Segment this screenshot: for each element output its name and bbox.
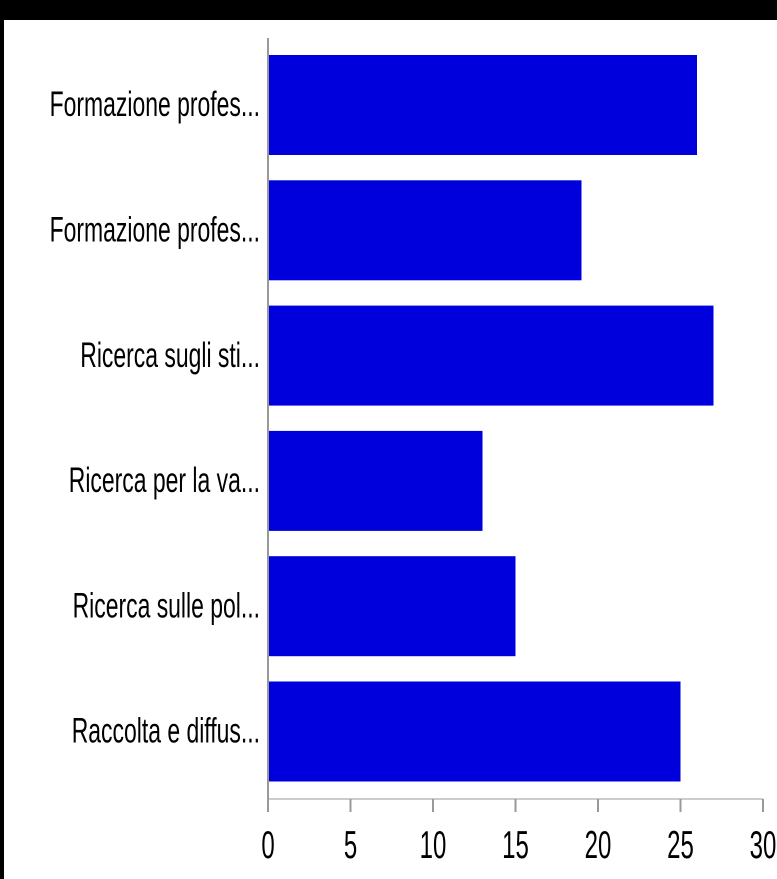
bar-1 [268,55,697,155]
x-tick-label-20: 20 [585,823,612,866]
x-tick-label-10: 10 [420,823,447,866]
x-tick-label-15: 15 [502,823,529,866]
x-tick-label-25: 25 [667,823,694,866]
bar-2 [268,180,582,281]
x-tick-label-30: 30 [750,823,777,866]
bar-3 [268,305,714,406]
category-label-6: Raccolta e diffus... [72,712,260,751]
category-label-5: Ricerca sulle pol... [73,587,260,626]
category-label-4: Ricerca per la va... [69,461,260,500]
category-labels: Formazione profes... Formazione profes...… [50,85,260,751]
bar-chart: Formazione profes... Formazione profes...… [50,38,776,866]
bar-5 [268,556,516,657]
chart-frame: Formazione profes... Formazione profes...… [4,20,777,879]
bar-6 [268,681,681,782]
x-tick-labels: 0 5 10 15 20 25 30 [261,799,776,866]
bars-layer [268,55,714,782]
category-label-2: Formazione profes... [50,211,260,250]
x-tick-label-5: 5 [344,823,357,866]
x-tick-label-0: 0 [261,823,274,866]
bar-4 [268,430,483,531]
category-label-1: Formazione profes... [50,85,260,124]
category-label-3: Ricerca sugli sti... [80,336,260,375]
